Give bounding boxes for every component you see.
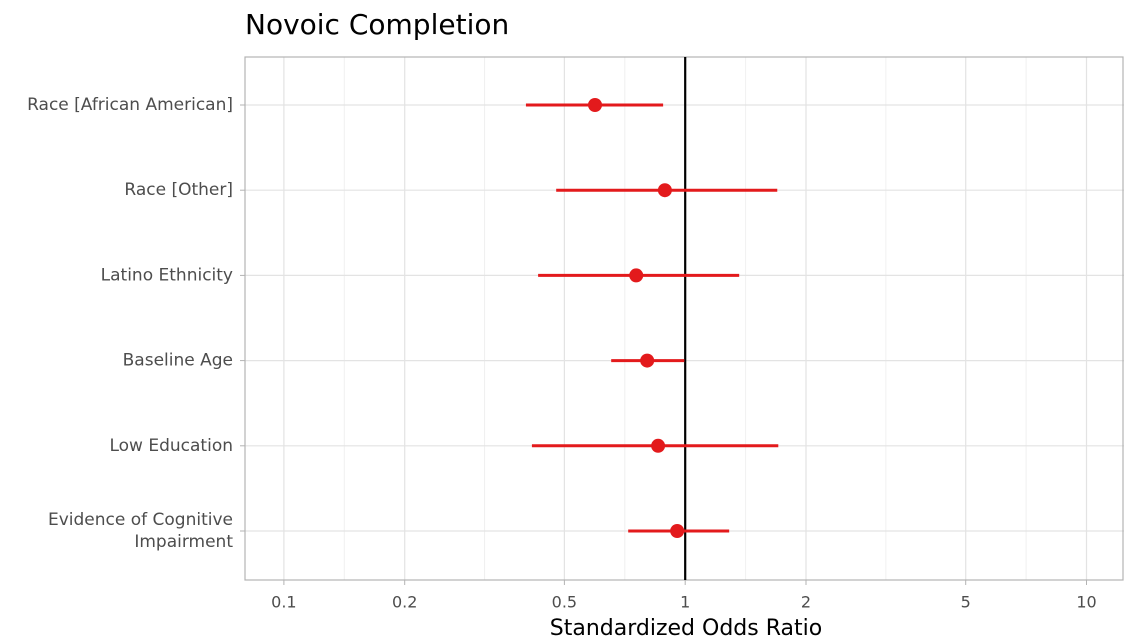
- y-tick-label: Baseline Age: [123, 351, 233, 371]
- point: [670, 524, 685, 538]
- y-tick-label: Low Education: [109, 436, 233, 456]
- x-tick-label: 0.2: [392, 593, 417, 612]
- x-tick-label: 1: [680, 593, 690, 612]
- x-tick-label: 0.1: [271, 593, 296, 612]
- x-tick-label: 2: [801, 593, 811, 612]
- point: [657, 183, 672, 198]
- x-tick-label: 5: [961, 593, 971, 612]
- y-tick-label: Latino Ethnicity: [101, 265, 233, 285]
- chart-title: Novoic Completion: [245, 8, 509, 41]
- x-tick-label: 0.5: [552, 593, 577, 612]
- y-tick-label: Evidence of Cognitive Impairment: [48, 510, 233, 552]
- point: [588, 98, 603, 112]
- point: [640, 353, 655, 368]
- point: [629, 268, 644, 283]
- x-axis-label: Standardized Odds Ratio: [550, 616, 822, 641]
- x-tick-label: 10: [1076, 593, 1096, 612]
- y-tick-label: Race [Other]: [124, 180, 233, 200]
- point: [651, 438, 666, 453]
- y-tick-label: Race [African American]: [27, 95, 233, 115]
- plot-border: [244, 56, 1124, 581]
